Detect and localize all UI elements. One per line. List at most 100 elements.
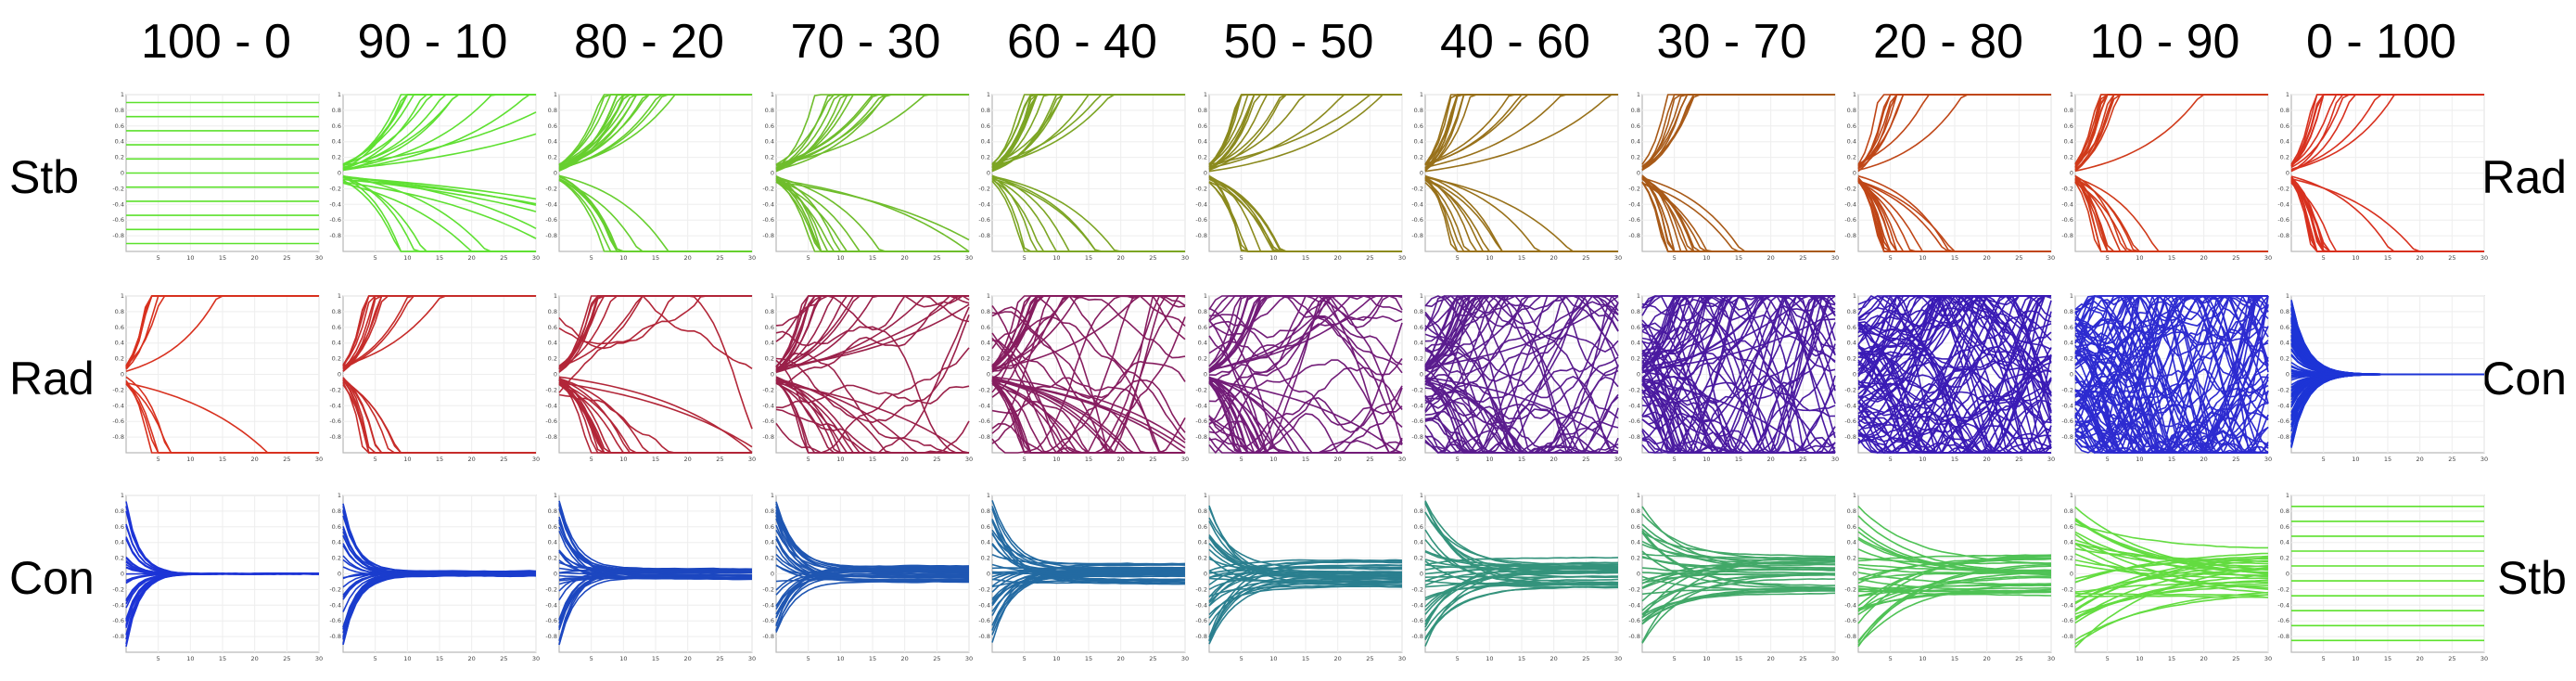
trajectory-line bbox=[1208, 295, 1403, 454]
x-tick-label: 20 bbox=[1766, 655, 1774, 662]
y-tick-label: 1 bbox=[121, 91, 124, 98]
trajectory-line bbox=[1857, 94, 2051, 168]
row-label-right: Stb bbox=[2496, 551, 2567, 604]
y-tick-label: -0.4 bbox=[2277, 601, 2289, 609]
x-tick-label: 25 bbox=[933, 456, 940, 463]
trajectory-line bbox=[1641, 310, 1835, 372]
y-tick-label: 0.8 bbox=[1414, 107, 1423, 114]
y-tick-label: 0 bbox=[1853, 571, 1856, 578]
column-header: 40 - 60 bbox=[1440, 15, 1590, 69]
y-tick-label: 0.6 bbox=[2280, 523, 2289, 531]
trajectory-line bbox=[1207, 517, 1402, 571]
trajectory-line bbox=[991, 305, 1186, 399]
y-tick-label: 0.6 bbox=[115, 324, 124, 331]
x-tick-label: 20 bbox=[900, 254, 908, 262]
x-tick-label: 30 bbox=[315, 456, 323, 463]
y-tick-label: 0.8 bbox=[764, 308, 773, 315]
trajectory-line bbox=[342, 133, 536, 171]
y-tick-label: 0.8 bbox=[1630, 107, 1639, 114]
x-tick-label: 10 bbox=[403, 254, 411, 262]
y-tick-label: 0.6 bbox=[331, 523, 340, 531]
y-tick-label: 0.4 bbox=[764, 340, 773, 347]
y-tick-label: 0.2 bbox=[1197, 154, 1206, 161]
trajectory-line bbox=[991, 177, 1185, 252]
y-tick-label: 0.6 bbox=[1847, 122, 1856, 130]
y-tick-label: 0.2 bbox=[1847, 154, 1856, 161]
x-tick-label: 30 bbox=[1614, 655, 1622, 662]
y-tick-label: 0.6 bbox=[2063, 122, 2072, 130]
x-tick-label: 25 bbox=[1149, 456, 1156, 463]
y-tick-label: 0.8 bbox=[548, 308, 557, 315]
y-tick-label: 0.2 bbox=[764, 154, 773, 161]
x-tick-label: 25 bbox=[2448, 655, 2455, 662]
trajectory-line bbox=[342, 176, 536, 252]
x-tick-label: 5 bbox=[1672, 254, 1676, 262]
x-tick-label: 10 bbox=[1052, 655, 1060, 662]
y-tick-label: 0.4 bbox=[1197, 340, 1206, 347]
y-tick-label: 0.6 bbox=[548, 324, 557, 331]
y-tick-label: -0.6 bbox=[1411, 617, 1423, 624]
trajectory-line bbox=[1857, 295, 2052, 449]
y-tick-label: -0.6 bbox=[1628, 418, 1640, 425]
x-tick-label: 10 bbox=[619, 655, 627, 662]
trajectory-line bbox=[2290, 175, 2484, 252]
x-tick-label: 5 bbox=[2105, 655, 2109, 662]
x-tick-label: 15 bbox=[2384, 655, 2391, 662]
y-tick-label: 0.6 bbox=[331, 122, 340, 130]
y-tick-label: -0.6 bbox=[329, 617, 341, 624]
y-tick-label: 0 bbox=[770, 170, 773, 177]
y-tick-label: 0 bbox=[2069, 170, 2072, 177]
y-tick-label: 0 bbox=[2069, 371, 2072, 379]
y-tick-label: -0.8 bbox=[545, 232, 557, 239]
trajectory-line bbox=[1424, 295, 1619, 368]
x-tick-label: 20 bbox=[2417, 655, 2424, 662]
x-tick-label: 15 bbox=[435, 254, 442, 262]
trajectory-line bbox=[558, 568, 753, 641]
y-tick-label: -0.6 bbox=[978, 617, 990, 624]
y-tick-label: -0.4 bbox=[2277, 402, 2289, 409]
trajectory-line bbox=[1641, 563, 1835, 589]
trajectory-line bbox=[1857, 591, 2052, 610]
trajectory-panel: -0.8-0.6-0.4-0.200.20.40.60.815 10 15 20 25 3… bbox=[545, 91, 756, 262]
y-tick-label: -0.4 bbox=[329, 402, 341, 409]
y-tick-label: 0.2 bbox=[1414, 154, 1423, 161]
trajectory-line bbox=[1424, 511, 1619, 566]
y-tick-label: -0.2 bbox=[2061, 386, 2073, 393]
y-tick-label: 1 bbox=[554, 492, 557, 499]
trajectory-line bbox=[1424, 178, 1618, 252]
y-tick-label: 0.4 bbox=[2063, 539, 2072, 546]
y-tick-label: 0.4 bbox=[2063, 138, 2072, 146]
y-tick-label: 1 bbox=[1420, 91, 1423, 98]
x-tick-label: 25 bbox=[1149, 655, 1156, 662]
x-tick-label: 25 bbox=[2232, 456, 2239, 463]
x-tick-label: 5 bbox=[1672, 456, 1676, 463]
x-tick-label: 25 bbox=[2015, 456, 2022, 463]
trajectory-line bbox=[1207, 295, 1403, 445]
trajectory-line bbox=[2074, 309, 2269, 454]
x-tick-label: 15 bbox=[652, 655, 659, 662]
y-tick-label: -0.2 bbox=[545, 585, 557, 593]
y-tick-label: -0.2 bbox=[978, 386, 990, 393]
x-tick-label: 20 bbox=[1550, 655, 1558, 662]
y-tick-label: 0 bbox=[554, 571, 557, 578]
trajectory-line bbox=[1857, 563, 2052, 644]
x-tick-label: 20 bbox=[2417, 254, 2424, 262]
x-tick-label: 15 bbox=[1951, 655, 1958, 662]
y-tick-label: 1 bbox=[1203, 292, 1206, 300]
y-tick-label: 0.6 bbox=[981, 523, 990, 531]
x-tick-label: 10 bbox=[1052, 456, 1060, 463]
trajectory-line bbox=[1857, 295, 2052, 422]
trajectory-line bbox=[1857, 295, 2051, 454]
y-tick-label: 0 bbox=[1420, 571, 1423, 578]
y-tick-label: -0.2 bbox=[1411, 386, 1423, 393]
y-tick-label: -0.4 bbox=[1628, 601, 1640, 609]
y-tick-label: 0.2 bbox=[764, 355, 773, 363]
trajectory-line bbox=[558, 174, 752, 252]
trajectory-panel: -0.8-0.6-0.4-0.200.20.40.60.815 10 15 20 25 3… bbox=[1844, 91, 2055, 262]
trajectory-line bbox=[1208, 560, 1402, 586]
x-tick-label: 15 bbox=[435, 456, 442, 463]
trajectory-line bbox=[991, 94, 1185, 171]
x-tick-label: 5 bbox=[1889, 456, 1893, 463]
trajectory-line bbox=[991, 379, 1186, 454]
y-tick-label: 0 bbox=[1853, 371, 1856, 379]
